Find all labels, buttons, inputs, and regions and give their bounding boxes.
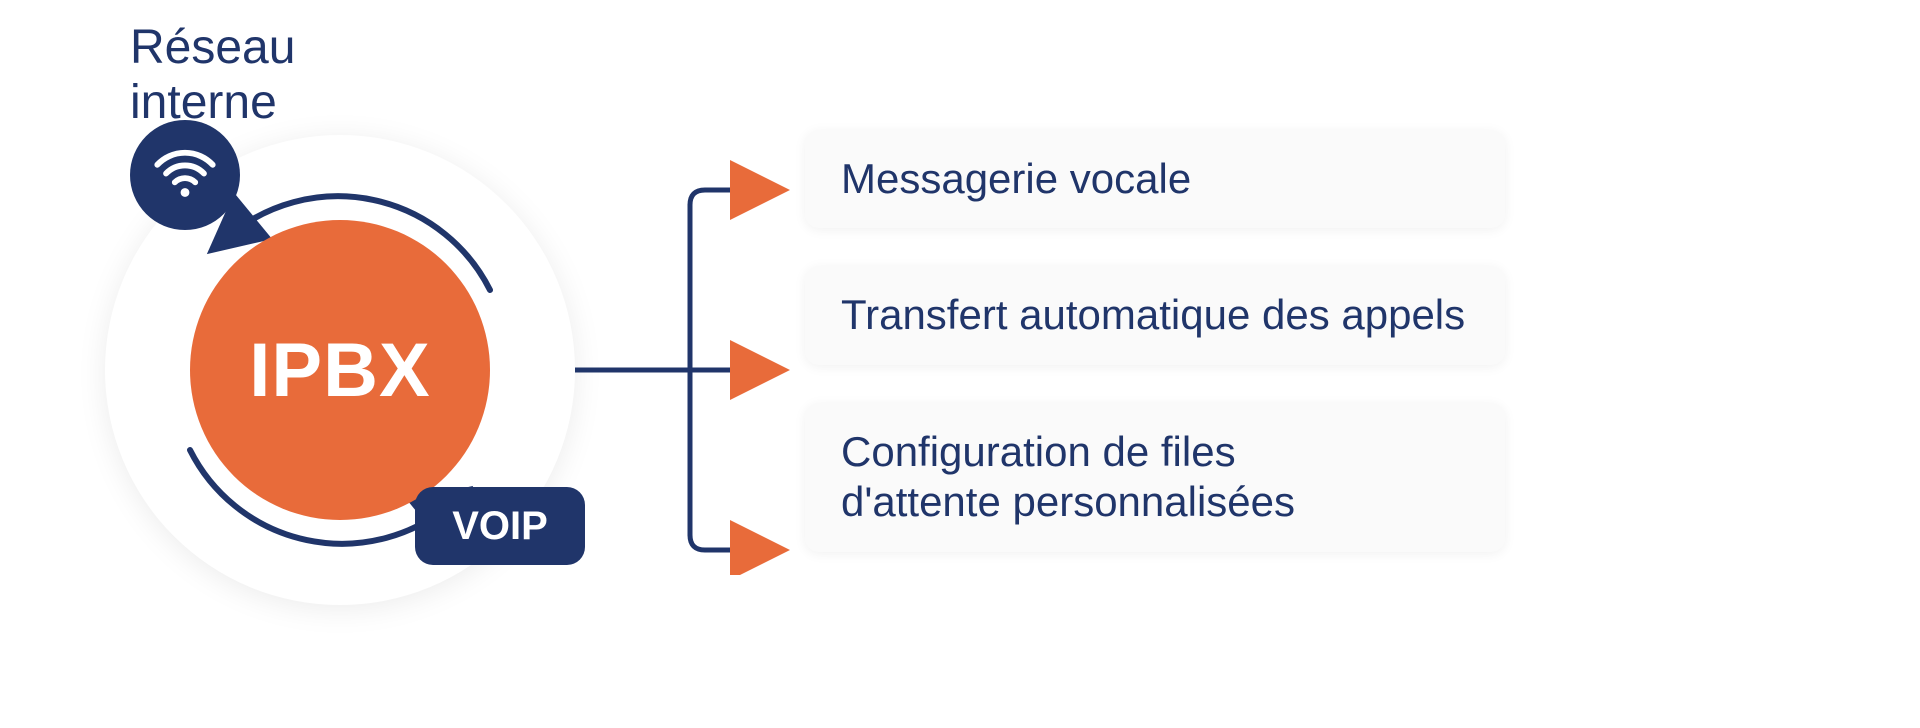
ipbx-center-circle: IPBX: [190, 220, 490, 520]
wifi-icon: [150, 140, 220, 210]
wifi-badge: [130, 120, 240, 230]
ipbx-module: IPBX VOIP: [105, 135, 575, 605]
voip-label: VOIP: [452, 504, 548, 549]
feature-call-transfer: Transfert automatique des appels: [805, 266, 1505, 364]
feature-label: Configuration de filesd'attente personna…: [841, 428, 1295, 525]
feature-list: Messagerie vocale Transfert automatique …: [805, 130, 1505, 552]
voip-badge: VOIP: [415, 487, 585, 565]
feature-queues: Configuration de filesd'attente personna…: [805, 403, 1505, 552]
ipbx-center-label: IPBX: [249, 327, 430, 414]
feature-voicemail: Messagerie vocale: [805, 130, 1505, 228]
feature-label: Transfert automatique des appels: [841, 291, 1465, 338]
diagram-container: Réseauinterne IPBX: [0, 0, 1920, 728]
feature-label: Messagerie vocale: [841, 155, 1191, 202]
network-label-line1: Réseauinterne: [130, 21, 295, 129]
connector-lines: [575, 155, 800, 575]
network-label: Réseauinterne: [130, 20, 295, 130]
